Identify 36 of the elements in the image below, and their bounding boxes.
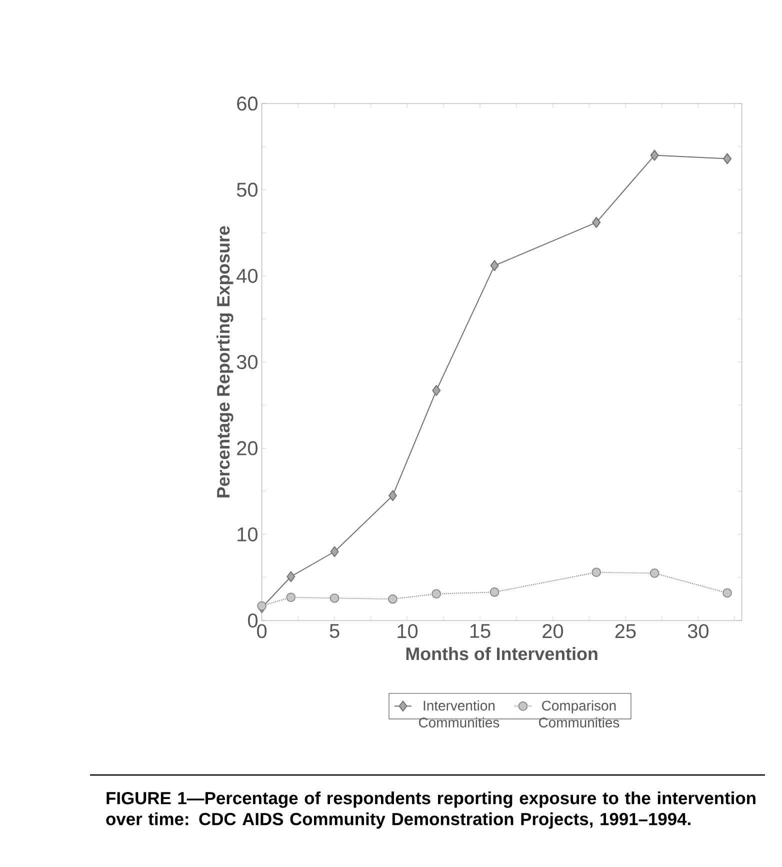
point	[722, 588, 732, 598]
point	[432, 385, 441, 396]
point	[286, 571, 296, 582]
y-tick-label: 0	[248, 614, 258, 628]
x-tick-label: 15	[470, 624, 490, 638]
x-tick-label: 10	[398, 624, 418, 638]
x-tick-label: 20	[542, 624, 564, 638]
point	[330, 546, 339, 558]
y-tick-label: 50	[236, 182, 258, 197]
text: FIGURE 1—Percentage of respondents reporting exposure to the intervention over time: CDC AIDS Community Demonstration Projects, 1991–1994.	[106, 792, 756, 829]
legend-label: Comparison Communities	[538, 700, 620, 728]
x-tick-label: 25	[615, 624, 636, 638]
x-tick-label: 5	[330, 624, 340, 638]
y-tick-label: 10	[238, 527, 258, 542]
y-tick-label: 20	[237, 441, 258, 456]
point	[286, 592, 296, 602]
x-axis-title: Months of Intervention	[406, 647, 598, 660]
point	[592, 216, 601, 228]
point	[490, 587, 500, 597]
point	[650, 150, 659, 161]
y-axis-title: Percentage Reporting Exposure	[216, 226, 234, 498]
x-tick-label: 0	[257, 624, 267, 638]
point	[388, 490, 397, 502]
x-tick-label: 30	[688, 624, 708, 638]
legend-label: Intervention Communities	[418, 700, 500, 728]
point	[490, 260, 499, 272]
y-tick-label: 60	[237, 96, 258, 111]
point	[388, 594, 398, 604]
point	[432, 589, 442, 599]
point	[650, 568, 660, 578]
point	[723, 153, 732, 164]
y-tick-label: 30	[236, 355, 258, 370]
y-tick-label: 40	[236, 268, 258, 283]
point	[257, 601, 267, 611]
point	[330, 593, 340, 603]
point	[592, 568, 602, 578]
